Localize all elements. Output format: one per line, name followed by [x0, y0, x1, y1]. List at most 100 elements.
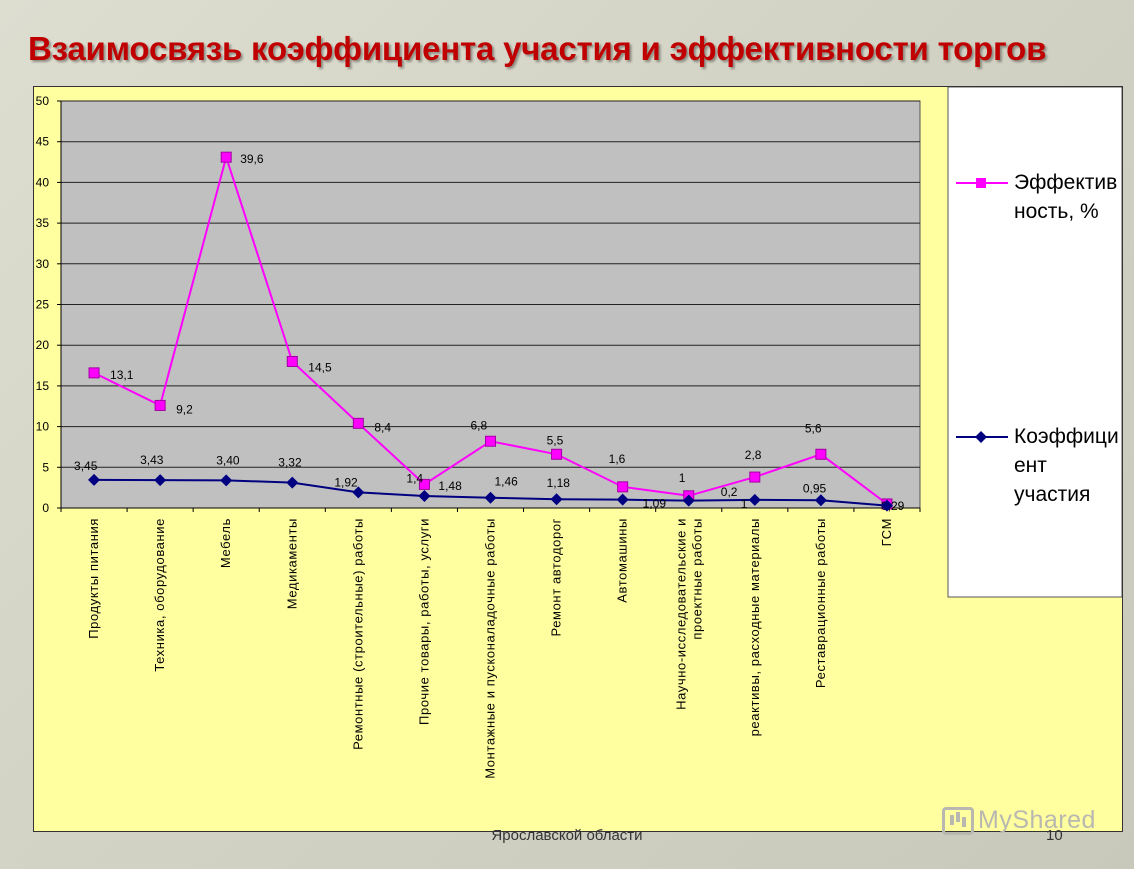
- data-point-diamond: [814, 494, 827, 507]
- data-label: 6,8: [471, 418, 488, 432]
- page-number: 10: [1046, 827, 1063, 844]
- data-point-square: [418, 478, 430, 490]
- x-category-label: Медикаменты: [284, 518, 299, 609]
- footer-text: Ярославской области: [491, 827, 643, 844]
- legend-label: участия: [1014, 483, 1090, 506]
- brand-watermark: MyShared: [942, 806, 1096, 836]
- data-label: 39,6: [240, 152, 264, 166]
- legend-label: Коэффици: [1014, 425, 1119, 448]
- legend-box: [947, 87, 1122, 598]
- data-label: 3,32: [278, 456, 302, 470]
- x-category-label-line: Медикаменты: [284, 518, 299, 609]
- y-tick-label: 0: [42, 501, 49, 515]
- x-category-label: Монтажные и пусконаладочные работы: [483, 518, 498, 779]
- data-point-square: [352, 417, 364, 429]
- y-tick-label: 45: [36, 135, 50, 149]
- legend-marker-square: [976, 178, 986, 188]
- x-category-label-line: реактивы, расходные материалы: [747, 518, 762, 736]
- x-category-label-line: Ремонт автодорог: [549, 518, 564, 636]
- data-point-square: [154, 399, 166, 411]
- x-category-label: Реставрационные работы: [813, 518, 828, 688]
- data-point-square: [815, 448, 827, 460]
- data-label: 1,48: [438, 479, 462, 493]
- y-tick-label: 5: [42, 460, 49, 474]
- data-label: 1: [679, 471, 686, 485]
- x-category-label-line: Прочие товары, работы, услуги: [416, 518, 431, 725]
- x-category-label-line: Ремонтные (строительные) работы: [350, 518, 365, 750]
- legend-marker-diamond: [975, 431, 987, 443]
- data-label: 1,18: [547, 476, 571, 490]
- data-point-square: [551, 448, 563, 460]
- x-category-label-line: Продукты питания: [86, 518, 101, 639]
- y-tick-label: 15: [36, 379, 50, 393]
- x-category-label: Научно-исследовательские ипроектные рабо…: [674, 518, 705, 710]
- data-label: 1,6: [609, 452, 626, 466]
- data-label: 3,45: [74, 459, 98, 473]
- data-point-diamond: [682, 494, 695, 507]
- data-point-square: [286, 355, 298, 367]
- x-category-label-line: ГСМ: [879, 518, 894, 546]
- x-category-label-line: Мебель: [218, 518, 233, 568]
- data-label: 1,92: [334, 475, 358, 489]
- x-category-label: Автомашины: [615, 518, 630, 603]
- data-point-diamond: [154, 474, 167, 487]
- data-label: 8,4: [374, 420, 391, 434]
- data-point-square: [617, 481, 629, 493]
- x-category-label-line: Научно-исследовательские и: [674, 518, 689, 710]
- y-tick-label: 35: [36, 216, 50, 230]
- x-category-label: Продукты питания: [86, 518, 101, 639]
- data-point-diamond: [88, 473, 101, 486]
- line-chart: 0 5 10 15 20 25 30 35 40 45 50 Продукты питания Техн…: [36, 87, 1122, 779]
- data-point-diamond: [880, 499, 893, 512]
- data-label: 1,09: [643, 497, 667, 511]
- data-point-diamond: [550, 493, 563, 506]
- x-category-label-line: Реставрационные работы: [813, 518, 828, 688]
- data-point-square: [220, 151, 232, 163]
- data-label: 0,2: [721, 485, 738, 499]
- slide-title: Взаимосвязь коэффициента участия и эффек…: [28, 30, 1047, 67]
- x-category-label-line: Автомашины: [615, 518, 630, 603]
- legend-label: ность, %: [1014, 200, 1099, 223]
- data-point-square: [485, 435, 496, 447]
- x-category-label-line: проектные работы: [690, 518, 705, 640]
- data-label: 14,5: [308, 360, 332, 374]
- data-point-diamond: [286, 476, 299, 489]
- y-tick-label: 10: [36, 420, 50, 434]
- chart-area: 0 5 10 15 20 25 30 35 40 45 50 Продукты питания Техн…: [33, 86, 1123, 832]
- data-label: 5,6: [805, 421, 822, 435]
- data-label: 13,1: [110, 368, 134, 382]
- data-label: 9,2: [176, 402, 193, 416]
- x-category-label: Ремонт автодорог: [549, 518, 564, 636]
- data-point-diamond: [352, 486, 365, 499]
- x-category-label-line: Монтажные и пусконаладочные работы: [483, 518, 498, 779]
- data-point-square: [88, 367, 100, 379]
- data-label: 3,40: [216, 453, 240, 467]
- data-label: 1,46: [495, 475, 519, 489]
- data-label: 5,5: [547, 433, 564, 447]
- x-category-label: Мебель: [218, 518, 233, 568]
- x-category-label: Техника, оборудование: [152, 518, 167, 672]
- data-point-diamond: [418, 489, 431, 502]
- y-tick-label: 25: [36, 298, 50, 312]
- x-category-label: Прочие товары, работы, услуги: [416, 518, 431, 725]
- legend-label: ент: [1014, 454, 1047, 477]
- x-category-label: ГСМ: [879, 518, 894, 546]
- brand-text: MyShared: [978, 806, 1096, 834]
- x-category-label-line: Техника, оборудование: [152, 518, 167, 672]
- data-point-diamond: [220, 474, 233, 487]
- x-category-label: Ремонтные (строительные) работы: [350, 518, 365, 750]
- data-point-diamond: [616, 493, 629, 506]
- y-tick-label: 50: [36, 94, 50, 108]
- data-point-square: [749, 471, 761, 483]
- data-label: 2,8: [745, 448, 762, 462]
- data-label: 1: [741, 497, 748, 511]
- data-point-diamond: [748, 493, 761, 506]
- y-tick-label: 30: [36, 257, 50, 271]
- data-label: 0,95: [803, 481, 827, 495]
- y-tick-label: 20: [36, 338, 50, 352]
- data-point-diamond: [484, 491, 497, 504]
- x-category-label: реактивы, расходные материалы: [747, 518, 762, 736]
- data-label: 3,43: [140, 453, 164, 467]
- presentation-icon: [942, 807, 974, 836]
- legend-label: Эффектив: [1014, 171, 1117, 194]
